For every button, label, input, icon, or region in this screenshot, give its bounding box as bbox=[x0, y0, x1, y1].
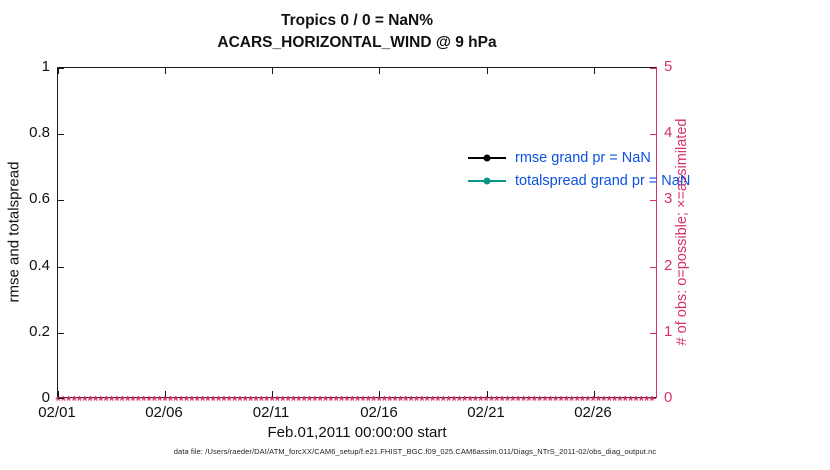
obs-marker: * bbox=[633, 392, 639, 408]
axis-tick bbox=[650, 332, 656, 334]
obs-marker-row: * * * * * * * * * * * * * * * * * * * * * * * * * * * * * * * * * * * * * * * *… bbox=[55, 68, 656, 407]
y-axis-tick-label-right: 4 bbox=[664, 124, 673, 141]
obs-marker: * bbox=[413, 392, 420, 408]
obs-marker: * bbox=[435, 392, 441, 408]
y-axis-tick-label-right: 3 bbox=[664, 190, 673, 207]
axis-tick bbox=[58, 332, 64, 334]
obs-marker: * bbox=[440, 392, 446, 408]
x-axis-label: Feb.01,2011 00:00:00 start bbox=[267, 424, 447, 441]
obs-marker: * bbox=[210, 392, 216, 408]
legend-line-sample bbox=[468, 177, 506, 184]
axis-tick bbox=[58, 68, 64, 69]
x-axis-tick-label: 02/26 bbox=[574, 404, 612, 421]
legend-item-totalspread: totalspread grand pr = NaN bbox=[468, 169, 690, 192]
y-axis-tick-label-left: 0.4 bbox=[29, 257, 50, 274]
legend-marker-dot bbox=[483, 154, 491, 161]
axis-tick bbox=[650, 266, 656, 268]
y-axis-tick-label-left: 0 bbox=[41, 389, 50, 406]
x-axis-tick-label: 02/06 bbox=[145, 404, 183, 421]
obs-marker: * bbox=[526, 392, 532, 408]
axis-tick bbox=[272, 68, 274, 74]
obs-marker: * bbox=[649, 392, 655, 408]
axis-tick bbox=[379, 68, 381, 74]
axis-tick bbox=[58, 391, 59, 397]
axis-tick bbox=[165, 391, 167, 397]
right-y-axis-label: # of obs: o=possible; ×=assimilated bbox=[674, 118, 690, 346]
legend-item-rmse: rmse grand pr = NaN bbox=[468, 146, 690, 169]
obs-marker: * bbox=[328, 392, 334, 408]
axis-tick bbox=[593, 391, 595, 397]
obs-marker: * bbox=[226, 392, 232, 408]
obs-marker: * bbox=[103, 392, 109, 408]
obs-marker: * bbox=[221, 392, 227, 408]
obs-marker: * bbox=[644, 392, 650, 408]
left-y-axis-label: rmse and totalspread bbox=[5, 161, 23, 303]
obs-marker: * bbox=[205, 392, 211, 408]
obs-marker: * bbox=[542, 392, 548, 408]
legend-label-rmse: rmse grand pr = NaN bbox=[515, 149, 651, 166]
obs-marker: * bbox=[628, 392, 634, 408]
axis-tick bbox=[58, 68, 59, 74]
legend-line-sample bbox=[468, 154, 506, 161]
x-axis-tick-label: 02/11 bbox=[252, 404, 290, 421]
legend: rmse grand pr = NaN totalspread grand pr… bbox=[468, 146, 690, 192]
axis-tick bbox=[486, 391, 488, 397]
obs-marker: * bbox=[531, 392, 537, 408]
x-axis-tick-label: 02/01 bbox=[38, 404, 76, 421]
y-axis-tick-label-right: 0 bbox=[664, 389, 673, 406]
obs-marker: * bbox=[419, 392, 425, 408]
obs-marker: * bbox=[333, 392, 339, 408]
plot-area: rmse grand pr = NaN totalspread grand pr… bbox=[55, 67, 690, 407]
obs-marker: * bbox=[537, 392, 543, 408]
axis-tick bbox=[650, 398, 656, 399]
obs-marker: * bbox=[199, 392, 206, 408]
axis-tick bbox=[58, 134, 64, 136]
y-axis-tick-label-right: 5 bbox=[664, 58, 673, 75]
axis-tick bbox=[486, 68, 488, 74]
x-axis-tick-label: 02/21 bbox=[467, 404, 505, 421]
y-axis-tick-label-left: 0.2 bbox=[29, 323, 50, 340]
obs-marker: * bbox=[430, 392, 436, 408]
obs-marker: * bbox=[98, 392, 104, 408]
axis-tick bbox=[650, 68, 656, 69]
obs-marker: * bbox=[638, 392, 644, 408]
obs-marker: * bbox=[521, 392, 527, 408]
chart-subtitle: ACARS_HORIZONTAL_WIND @ 9 hPa bbox=[217, 34, 497, 51]
axis-tick bbox=[650, 134, 656, 136]
obs-marker: * bbox=[215, 392, 222, 408]
obs-marker: * bbox=[424, 392, 430, 408]
legend-label-totalspread: totalspread grand pr = NaN bbox=[515, 172, 691, 189]
obs-marker: * bbox=[108, 392, 115, 408]
obs-marker: * bbox=[92, 392, 99, 408]
axis-tick bbox=[58, 200, 64, 202]
axis-tick bbox=[650, 200, 656, 202]
y-axis-tick-label-right: 2 bbox=[664, 257, 673, 274]
obs-marker: * bbox=[119, 392, 125, 408]
y-axis-tick-label-left: 0.8 bbox=[29, 124, 50, 141]
obs-marker: * bbox=[323, 392, 329, 408]
obs-marker: * bbox=[306, 392, 313, 408]
y-axis-tick-label-right: 1 bbox=[664, 323, 673, 340]
y-axis-tick-label-left: 0.6 bbox=[29, 190, 50, 207]
y-axis-tick-label-left: 1 bbox=[41, 58, 50, 75]
obs-marker: * bbox=[114, 392, 120, 408]
obs-marker: * bbox=[317, 392, 323, 408]
axis-tick bbox=[272, 391, 274, 397]
obs-marker: * bbox=[312, 392, 318, 408]
axis-tick bbox=[379, 391, 381, 397]
axis-tick bbox=[165, 68, 167, 74]
data-file-footnote: data file: /Users/raeder/DAI/ATM_forcXX/… bbox=[173, 447, 657, 456]
axis-tick bbox=[593, 68, 595, 74]
obs-marker: * bbox=[547, 392, 553, 408]
legend-marker-dot bbox=[483, 177, 491, 184]
axis-tick bbox=[58, 266, 64, 268]
x-axis-tick-label: 02/16 bbox=[360, 404, 398, 421]
axis-tick bbox=[58, 398, 64, 399]
chart-title: Tropics 0 / 0 = NaN% bbox=[280, 12, 434, 29]
